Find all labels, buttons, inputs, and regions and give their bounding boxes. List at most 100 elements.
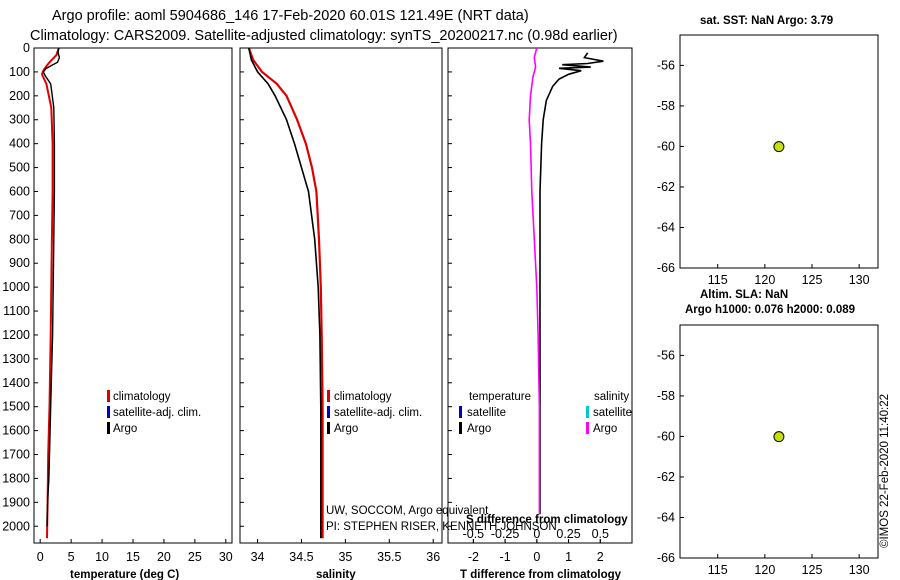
depth-tick-label: 400 xyxy=(9,137,30,151)
temperature-x-tick-label: 5 xyxy=(68,550,75,564)
map-y-tick-label: -64 xyxy=(657,510,675,524)
depth-tick-label: 500 xyxy=(9,161,30,175)
map-x-tick-label: 120 xyxy=(754,563,775,577)
difference-legend-t-satellite-swatch xyxy=(459,406,462,418)
difference-legend-salinity-head: salinity xyxy=(594,391,629,403)
depth-tick-label: 1100 xyxy=(3,304,30,318)
map-y-tick-label: -62 xyxy=(657,470,675,484)
salinity-legend-satellite-swatch xyxy=(327,406,330,418)
map-y-tick-label: -56 xyxy=(657,348,675,362)
sla-map-subtitle: Argo h1000: 0.076 h2000: 0.089 xyxy=(685,304,855,316)
difference-s-x-tick-label: 0.5 xyxy=(592,527,609,541)
depth-axis: 0 100 200 300 400 500 600 700 800 900 1000 1100 1200… xyxy=(2,41,452,533)
map-y-tick-label: -64 xyxy=(657,220,675,234)
imos-timestamp: ©IMOS 22-Feb-2020 11:40:22 xyxy=(879,394,891,548)
temperature-series-argo xyxy=(42,47,61,527)
difference-t-x-tick-label: -1 xyxy=(500,550,511,564)
salinity-xlabel: salinity xyxy=(316,569,356,580)
salinity-legend-argo-swatch xyxy=(327,422,330,434)
temperature-legend-satellite: satellite-adj. clim. xyxy=(113,407,201,419)
argo-position-marker xyxy=(773,141,785,153)
map-x-tick-label: 125 xyxy=(802,273,823,287)
salinity-x-tick-label: 36 xyxy=(426,550,440,564)
difference-s-x-tick-label: -0.5 xyxy=(463,527,485,541)
map-x-tick-label: 120 xyxy=(754,273,775,287)
depth-tick-label: 100 xyxy=(9,65,30,79)
argo-position-marker xyxy=(773,431,785,443)
depth-tick-label: 1600 xyxy=(2,424,30,438)
salinity-x-tick-label: 34 xyxy=(251,550,265,564)
temperature-legend-argo: Argo xyxy=(113,423,137,435)
salinity-series-climatology xyxy=(247,47,324,539)
difference-legend-t-satellite: satellite xyxy=(467,407,506,419)
difference-s-x-tick-label: 0.25 xyxy=(556,527,580,541)
map-y-tick-label: -66 xyxy=(657,551,675,565)
depth-tick-label: 1000 xyxy=(2,280,30,294)
difference-legend-temperature-head: temperature xyxy=(469,391,531,403)
depth-tick-label: 700 xyxy=(9,208,30,222)
temperature-legend-climatology: climatology xyxy=(113,391,171,403)
difference-panel-frame xyxy=(447,47,633,544)
owner-annotation: UW, SOCCOM, Argo equivalent xyxy=(326,505,489,517)
temperature-panel-frame xyxy=(33,47,233,544)
depth-tick-label: 1700 xyxy=(2,448,30,462)
sst-map-title: sat. SST: NaN Argo: 3.79 xyxy=(700,15,833,27)
difference-t-x-tick-label: 1 xyxy=(565,550,572,564)
temperature-x-tick-label: 10 xyxy=(95,550,109,564)
difference-xlabel-salinity: S difference from climatology xyxy=(466,514,628,526)
map-x-tick-label: 115 xyxy=(708,563,728,577)
depth-tick-label: 1400 xyxy=(2,376,30,390)
map-y-tick-label: -62 xyxy=(657,180,675,194)
salinity-legend-climatology-swatch xyxy=(327,390,330,402)
depth-tick-label: 200 xyxy=(9,89,30,103)
depth-tick-label: 0 xyxy=(23,41,30,55)
temperature-x-tick-label: 30 xyxy=(219,550,233,564)
sla-map-title: Altim. SLA: NaN xyxy=(700,289,788,301)
map-y-tick-label: -66 xyxy=(657,261,675,275)
salinity-x-tick-label: 35 xyxy=(338,550,352,564)
difference-s-x-tick-label: -0.25 xyxy=(491,527,520,541)
depth-tick-label: 300 xyxy=(9,113,30,127)
difference-series-s xyxy=(528,47,541,515)
salinity-series-argo xyxy=(248,47,322,539)
difference-legend-s-argo: Argo xyxy=(593,423,617,435)
temperature-x-tick-label: 25 xyxy=(188,550,202,564)
pi-annotation: PI: STEPHEN RISER, KENNETH JOHNSON xyxy=(326,521,557,533)
sst-map-frame xyxy=(679,34,879,269)
depth-tick-label: 2000 xyxy=(2,519,30,533)
difference-legend-t-argo: Argo xyxy=(467,423,491,435)
temperature-legend-argo-swatch xyxy=(107,422,110,434)
difference-series-t xyxy=(539,52,604,515)
difference-xlabel: T difference from climatology xyxy=(460,569,622,580)
depth-tick-label: 900 xyxy=(9,256,30,270)
map-y-tick-label: -60 xyxy=(657,429,675,443)
depth-tick-label: 1500 xyxy=(2,400,30,414)
title-line-2: Climatology: CARS2009. Satellite-adjuste… xyxy=(30,28,618,44)
temperature-xlabel: temperature (deg C) xyxy=(70,569,179,580)
salinity-panel-frame xyxy=(239,47,443,544)
salinity-legend-climatology: climatology xyxy=(334,391,392,403)
depth-tick-label: 1200 xyxy=(2,328,30,342)
difference-t-x-tick-label: 0 xyxy=(533,550,540,564)
salinity-legend-argo: Argo xyxy=(334,423,358,435)
depth-tick-label: 800 xyxy=(9,232,30,246)
temperature-legend-satellite-swatch xyxy=(107,406,110,418)
map-y-tick-label: -60 xyxy=(657,139,675,153)
difference-legend-s-argo-swatch xyxy=(586,422,589,434)
difference-t-x-tick-label: -2 xyxy=(468,550,479,564)
difference-legend-s-satellite: satellite xyxy=(593,407,632,419)
map-x-tick-label: 130 xyxy=(849,273,870,287)
depth-tick-label: 600 xyxy=(9,184,30,198)
temperature-x-tick-label: 0 xyxy=(37,550,44,564)
temperature-x-tick-label: 15 xyxy=(126,550,140,564)
salinity-x-tick-label: 35.5 xyxy=(377,550,401,564)
map-x-tick-label: 115 xyxy=(708,273,728,287)
temperature-x-tick-label: 20 xyxy=(157,550,171,564)
map-y-tick-label: -58 xyxy=(657,389,675,403)
plot-layer: 0 5 10 15 20 25 30 34 34.5 35 35.5 36 -2 -1 0 1 2 -0.5 -0.… xyxy=(37,47,870,577)
depth-tick-label: 1800 xyxy=(2,471,30,485)
difference-t-x-tick-label: 2 xyxy=(597,550,604,564)
depth-tick-label: 1900 xyxy=(2,495,30,509)
map-x-tick-label: 130 xyxy=(849,563,870,577)
